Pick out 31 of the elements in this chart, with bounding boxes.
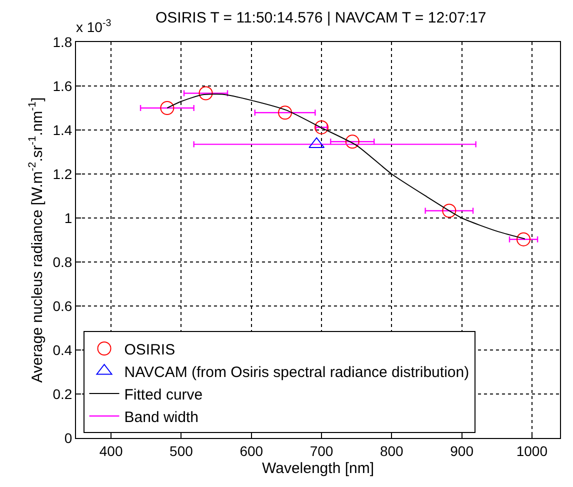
y-tick-label: 1.2 [52,166,72,182]
text: x 10$^{-3}$ [76,18,112,35]
x-tick-label: 800 [380,442,404,459]
y-tick-label: 0.8 [52,254,72,270]
point [278,106,292,120]
y-tick-label: 1.4 [52,122,72,138]
x-tick-label: 900 [450,442,474,459]
point [345,134,360,149]
y-tick-label: 0 [64,430,72,446]
legend-label: OSIRIS [124,341,176,358]
x-tick-label: 700 [310,442,334,459]
legend-label: Fitted curve [124,386,203,404]
y-tick-label: 1.8 [52,34,72,50]
y-tick-label: 0.6 [52,298,72,314]
x-axis-title: Wavelength [nm] [262,460,374,477]
y-tick-label: 1 [64,210,72,226]
y-tick-label: 0.2 [52,386,72,402]
annotation: Band width [124,408,198,426]
legend-label: NAVCAM (from Osiris spectral radiance distribution) [124,364,470,381]
point [314,120,329,134]
x-tick-label: 1000 [516,442,548,459]
point [442,204,456,218]
x-tick-label: 600 [240,442,264,459]
chart-title: OSIRIS T = 11:50:14.576 | NAVCAM T = 12:07:17 [155,10,486,27]
x-tick-label: 400 [99,442,123,459]
point [198,86,213,100]
y-tick-label: 1.6 [52,78,72,94]
point [160,101,174,115]
point [516,232,531,246]
x-tick-label: 500 [170,442,194,459]
y-tick-label: 0.4 [52,342,72,358]
